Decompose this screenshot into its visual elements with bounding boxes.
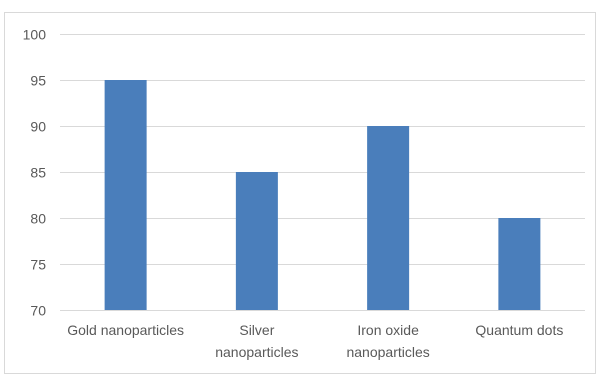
x-category-label: Gold nanoparticles bbox=[67, 322, 184, 338]
x-category-label: Quantum dots bbox=[475, 322, 563, 338]
x-category-label: Silver nanoparticles bbox=[215, 322, 298, 360]
chart-frame bbox=[4, 12, 596, 374]
y-tick-label: 80 bbox=[30, 211, 46, 227]
bar bbox=[235, 172, 278, 310]
x-axis-category-labels: Gold nanoparticles Silver nanoparticlesIro… bbox=[67, 322, 563, 360]
x-category-label: Iron oxide nanoparticles bbox=[346, 322, 429, 360]
x-category-label-line: nanoparticles bbox=[215, 344, 298, 360]
bar bbox=[498, 218, 541, 310]
bar bbox=[104, 80, 147, 310]
x-category-label-line: Gold nanoparticles bbox=[67, 322, 184, 338]
y-tick-label: 70 bbox=[30, 303, 46, 319]
gridlines bbox=[60, 34, 585, 311]
x-category-label-line: nanoparticles bbox=[346, 344, 429, 360]
y-tick-label: 100 bbox=[23, 27, 47, 43]
y-tick-label: 90 bbox=[30, 119, 46, 135]
y-tick-label: 75 bbox=[30, 257, 46, 273]
y-tick-label: 85 bbox=[30, 165, 46, 181]
x-category-label-line: Iron oxide bbox=[357, 322, 419, 338]
y-axis-tick-labels: 70 75 80 85 90 95 100 bbox=[23, 27, 47, 319]
x-category-label-line: Silver bbox=[239, 322, 274, 338]
y-tick-label: 95 bbox=[30, 73, 46, 89]
bars bbox=[104, 80, 541, 310]
x-category-label-line: Quantum dots bbox=[475, 322, 563, 338]
bar bbox=[367, 126, 410, 310]
